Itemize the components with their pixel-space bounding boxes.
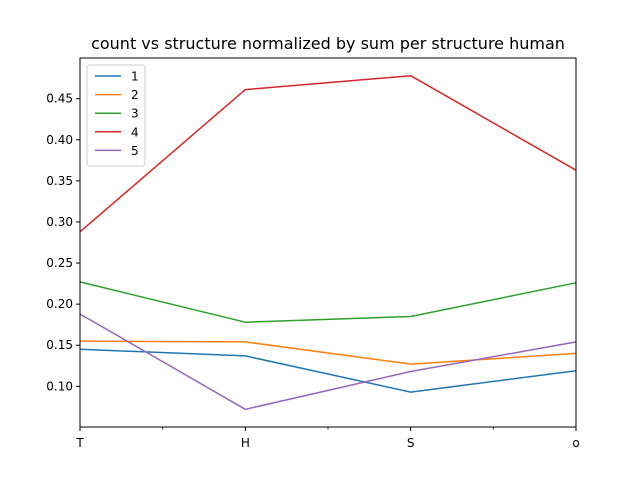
legend-label-2: 2 bbox=[131, 88, 139, 102]
y-tick-label: 0.10 bbox=[46, 379, 73, 393]
y-tick-label: 0.35 bbox=[46, 174, 73, 188]
y-tick-label: 0.15 bbox=[46, 338, 73, 352]
series-line-1 bbox=[79, 348, 577, 393]
series-line-3 bbox=[79, 281, 577, 323]
legend-label-3: 3 bbox=[131, 107, 139, 121]
chart-title: count vs structure normalized by sum per… bbox=[91, 34, 565, 53]
legend: 1 2 3 4 5 bbox=[86, 64, 146, 167]
y-axis: 0.10 0.15 0.20 0.25 0.30 0.35 0.40 0.45 bbox=[46, 92, 80, 393]
y-tick-label: 0.45 bbox=[46, 92, 73, 106]
legend-label-5: 5 bbox=[131, 144, 139, 158]
series-line-2 bbox=[79, 340, 577, 365]
plot-series bbox=[79, 74, 577, 411]
series-line-5 bbox=[79, 313, 577, 411]
x-tick-label: H bbox=[241, 436, 250, 450]
y-tick-label: 0.30 bbox=[46, 215, 73, 229]
series-line-4 bbox=[79, 74, 577, 233]
y-tick-label: 0.20 bbox=[46, 297, 73, 311]
y-tick-label: 0.40 bbox=[46, 133, 73, 147]
plot-frame bbox=[79, 57, 577, 428]
legend-label-1: 1 bbox=[131, 70, 139, 84]
x-tick-label: o bbox=[572, 436, 579, 450]
legend-box bbox=[86, 64, 146, 167]
x-tick-label: S bbox=[407, 436, 415, 450]
legend-label-4: 4 bbox=[131, 125, 139, 139]
y-tick-label: 0.25 bbox=[46, 256, 73, 270]
x-tick-label: T bbox=[75, 436, 84, 450]
